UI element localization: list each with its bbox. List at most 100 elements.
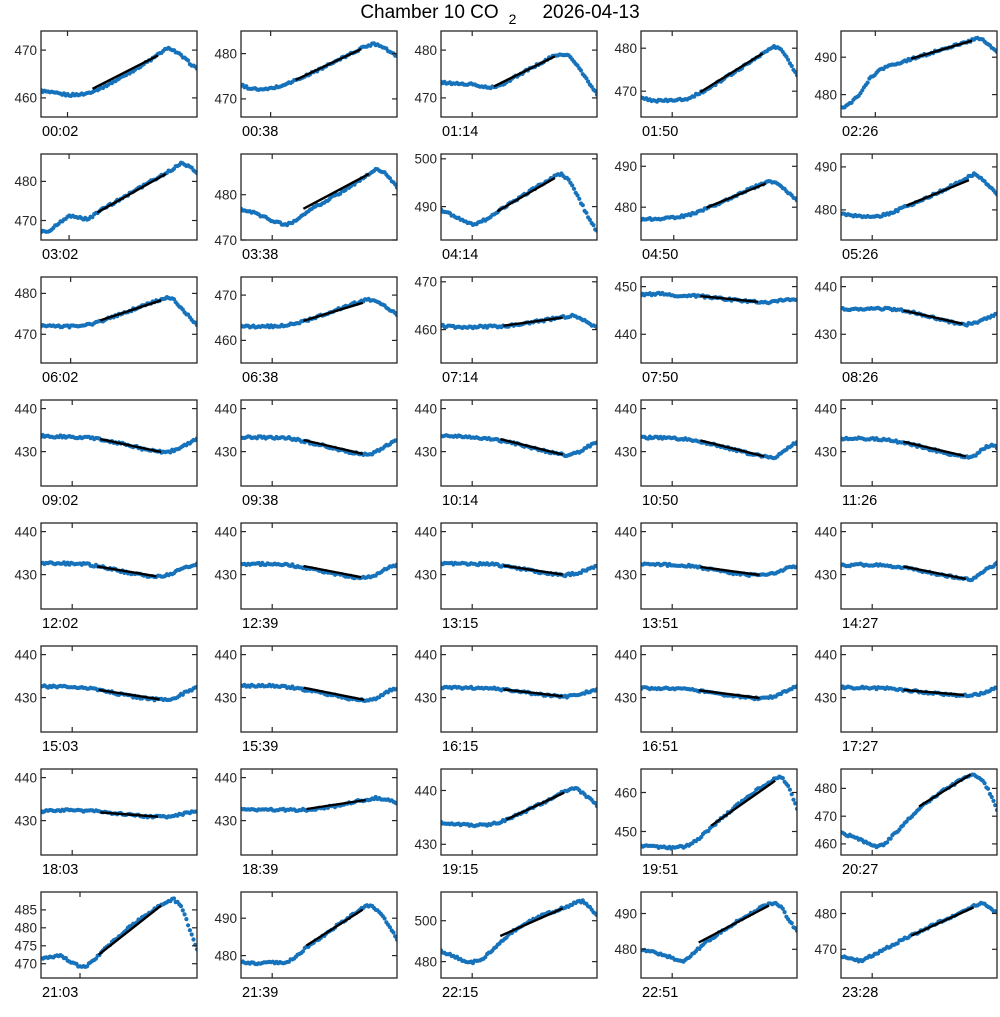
subplot-chart: 460 470 07:14 — [414, 275, 598, 386]
linear-fit-line — [303, 301, 364, 323]
subplot-panel: 430 440 08:26 — [800, 274, 1000, 397]
subplot-time-label: 16:51 — [642, 739, 678, 755]
subplot-time-label: 06:02 — [42, 370, 78, 386]
subplot-chart: 430 440 10:14 — [414, 399, 598, 509]
y-tick-label: 470 — [414, 275, 437, 290]
subplot-panel: 460 470 07:14 — [400, 274, 600, 397]
tick-marks — [41, 646, 197, 732]
subplot-chart: 450 460 19:51 — [614, 768, 798, 878]
subplot-time-label: 04:50 — [642, 247, 678, 263]
co2-dots-series — [241, 41, 397, 92]
y-tick-label: 470 — [214, 92, 237, 107]
y-tick-label: 440 — [14, 524, 37, 539]
co2-dots-series — [241, 682, 397, 703]
axes-box — [840, 30, 998, 118]
linear-fit-line — [496, 176, 556, 213]
subplot-chart: 470 480 00:38 — [214, 30, 398, 140]
axes-box — [640, 153, 798, 241]
y-tick-label: 480 — [614, 942, 637, 957]
linear-fit-line — [700, 439, 765, 458]
subplot-chart: 430 440 18:39 — [214, 768, 398, 878]
subplot-chart: 430 440 10:50 — [614, 399, 798, 509]
co2-dots-series — [241, 296, 397, 330]
y-tick-label: 470 — [214, 233, 237, 248]
subplot-panel: 470 480 03:38 — [200, 151, 400, 274]
y-tick-label: 440 — [414, 783, 437, 798]
y-tick-label: 440 — [214, 524, 237, 539]
tick-marks — [241, 646, 397, 732]
subplot-time-label: 03:02 — [42, 247, 78, 263]
y-tick-label: 500 — [414, 914, 437, 929]
subplot-panel: 430 440 12:02 — [0, 520, 200, 643]
linear-fit-line — [698, 689, 760, 700]
subplot-panel: 430 440 14:27 — [800, 520, 1000, 643]
axes-box — [440, 768, 598, 856]
y-tick-label: 470 — [614, 84, 637, 99]
y-tick-label: 460 — [214, 333, 237, 348]
y-tick-label: 480 — [614, 41, 637, 56]
y-tick-label: 440 — [414, 647, 437, 662]
subplot-panel: 460 470 06:38 — [200, 274, 400, 397]
linear-fit-line — [906, 179, 970, 207]
subplot-time-label: 15:39 — [242, 739, 278, 755]
tick-marks — [41, 769, 197, 855]
linear-fit-line — [499, 907, 564, 938]
figure-title: Chamber 10 CO 2 2026-04-13 — [0, 2, 1000, 27]
y-tick-label: 440 — [14, 770, 37, 785]
axes-box — [440, 276, 598, 364]
subplot-panel: 430 440 18:03 — [0, 766, 200, 889]
co2-dots-series — [641, 684, 797, 702]
tick-marks — [41, 400, 197, 486]
linear-fit-line — [903, 565, 967, 581]
subplot-chart: 430 440 17:27 — [814, 645, 998, 755]
linear-fit-line — [96, 172, 167, 214]
axes-box — [440, 399, 598, 487]
y-tick-label: 430 — [614, 444, 637, 459]
tick-marks — [841, 523, 997, 609]
y-tick-label: 480 — [214, 188, 237, 203]
co2-dots-series — [241, 794, 397, 813]
tick-marks — [241, 523, 397, 609]
subplot-panel: 470 480 06:02 — [0, 274, 200, 397]
tick-marks — [641, 154, 797, 240]
subplot-time-label: 18:39 — [242, 862, 278, 878]
subplot-panel: 470 480 01:14 — [400, 28, 600, 151]
subplot-time-label: 22:15 — [442, 985, 478, 1001]
axes-box — [640, 399, 798, 487]
tick-marks — [641, 400, 797, 486]
y-tick-label: 430 — [814, 567, 837, 582]
co2-dots-series — [641, 900, 797, 964]
subplot-chart: 440 450 07:50 — [614, 276, 798, 386]
subplot-panel: 480 490 05:26 — [800, 151, 1000, 274]
subplot-time-label: 00:02 — [42, 124, 78, 140]
subplot-time-label: 08:26 — [842, 370, 878, 386]
co2-dots-series — [41, 295, 197, 330]
subplot-panel: 490 500 04:14 — [400, 151, 600, 274]
linear-fit-line — [698, 904, 770, 944]
co2-dots-series — [41, 160, 197, 235]
y-tick-label: 470 — [814, 942, 837, 957]
subplot-chart: 460 470 480 20:27 — [814, 768, 998, 878]
axes-box — [240, 645, 398, 733]
subplot-panel: 430 440 15:03 — [0, 643, 200, 766]
y-tick-label: 480 — [814, 203, 837, 218]
co2-dots-series — [641, 44, 797, 104]
subplot-chart: 430 440 15:39 — [214, 645, 398, 755]
subplot-chart: 430 440 18:03 — [14, 768, 198, 878]
linear-fit-line — [903, 440, 967, 458]
subplot-chart: 480 490 21:39 — [214, 891, 398, 1001]
y-tick-label: 440 — [614, 647, 637, 662]
axes-box — [440, 891, 598, 979]
subplot-time-label: 19:15 — [442, 862, 478, 878]
co2-dots-series — [441, 171, 597, 233]
tick-marks — [841, 31, 997, 117]
subplot-time-label: 09:02 — [42, 493, 78, 509]
subplot-chart: 430 440 12:39 — [214, 522, 398, 632]
y-tick-label: 490 — [214, 911, 237, 926]
tick-marks — [641, 892, 797, 978]
co2-dots-series — [241, 903, 397, 967]
subplot-chart: 470 480 06:02 — [14, 276, 198, 386]
y-tick-label: 490 — [614, 906, 637, 921]
y-tick-label: 480 — [214, 46, 237, 61]
tick-marks — [241, 892, 397, 978]
